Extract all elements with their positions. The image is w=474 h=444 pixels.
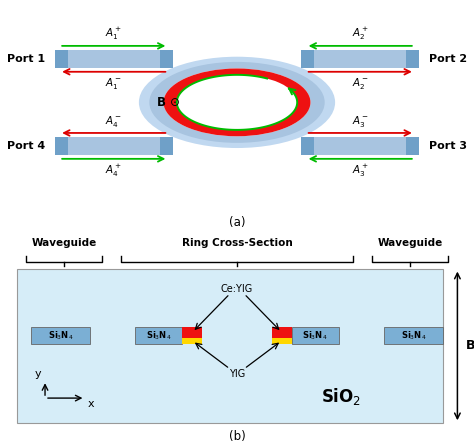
Bar [160, 50, 173, 67]
Bar [182, 327, 202, 337]
Text: Waveguide: Waveguide [31, 238, 97, 248]
Text: (a): (a) [229, 216, 245, 229]
Text: $A_1^-$: $A_1^-$ [105, 76, 122, 91]
Bar [406, 50, 419, 67]
Bar [182, 337, 202, 344]
Text: Ring Cross-Section: Ring Cross-Section [182, 238, 292, 248]
Text: $A_4^+$: $A_4^+$ [105, 163, 122, 179]
Bar [55, 50, 68, 67]
Text: SiO$_2$: SiO$_2$ [321, 385, 361, 407]
Bar [55, 137, 173, 155]
Bar [160, 137, 173, 155]
Ellipse shape [139, 57, 335, 148]
Bar [55, 137, 68, 155]
Text: Port 2: Port 2 [429, 54, 467, 64]
Text: $A_1^+$: $A_1^+$ [105, 26, 122, 42]
Bar [301, 137, 314, 155]
Text: $A_3^-$: $A_3^-$ [352, 114, 369, 129]
Bar [272, 337, 292, 344]
Ellipse shape [164, 68, 310, 136]
Text: B: B [466, 339, 474, 353]
Text: B $\odot$: B $\odot$ [156, 96, 180, 109]
Bar [406, 137, 419, 155]
Text: $A_3^+$: $A_3^+$ [352, 163, 369, 179]
Text: Si$_3$N$_4$: Si$_3$N$_4$ [302, 329, 328, 342]
Text: Waveguide: Waveguide [377, 238, 443, 248]
Bar [272, 327, 292, 337]
Text: YIG: YIG [229, 369, 245, 379]
Text: y: y [35, 369, 41, 379]
Bar [17, 269, 443, 423]
Text: x: x [88, 399, 94, 409]
Bar [31, 327, 90, 344]
Ellipse shape [177, 75, 297, 130]
Text: Port 1: Port 1 [7, 54, 45, 64]
Text: $A_2^+$: $A_2^+$ [352, 26, 369, 42]
Text: $A_4^-$: $A_4^-$ [105, 114, 122, 129]
Bar [55, 50, 173, 67]
Text: Port 4: Port 4 [7, 141, 45, 151]
Bar [301, 50, 314, 67]
Bar [135, 327, 182, 344]
Text: Si$_3$N$_4$: Si$_3$N$_4$ [48, 329, 73, 342]
Text: Ce:YIG: Ce:YIG [221, 284, 253, 294]
Bar [301, 50, 419, 67]
Text: Si$_3$N$_4$: Si$_3$N$_4$ [401, 329, 426, 342]
Ellipse shape [149, 62, 325, 143]
Bar [301, 137, 419, 155]
Bar [384, 327, 443, 344]
Text: (b): (b) [228, 430, 246, 443]
Text: $A_2^-$: $A_2^-$ [352, 76, 369, 91]
Text: Si$_3$N$_4$: Si$_3$N$_4$ [146, 329, 172, 342]
Bar [292, 327, 339, 344]
Ellipse shape [164, 68, 310, 136]
Text: Port 3: Port 3 [429, 141, 467, 151]
